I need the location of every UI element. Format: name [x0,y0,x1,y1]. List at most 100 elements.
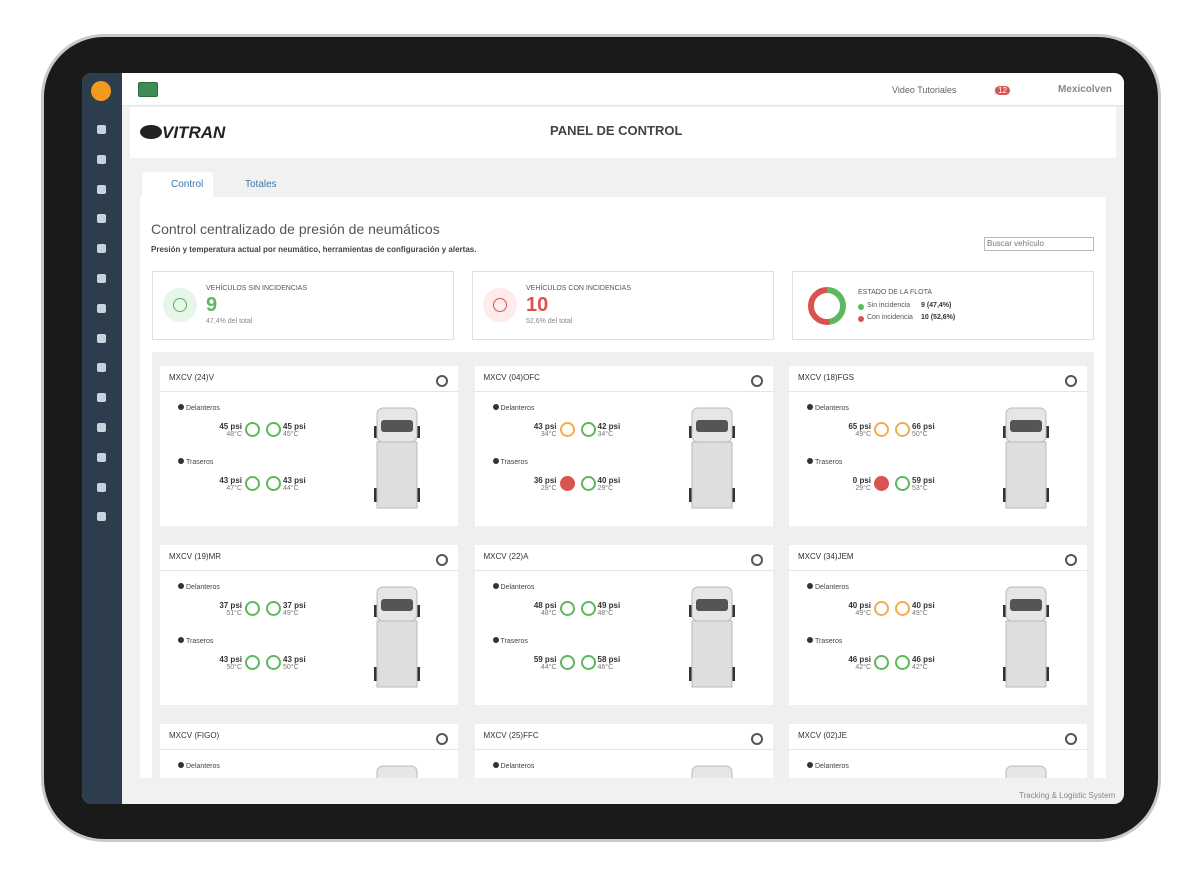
sidebar-icon[interactable] [97,512,106,522]
settings-icon[interactable] [750,733,763,745]
page-title: PANEL DE CONTROL [550,123,683,138]
bullet [492,762,499,768]
menu-button[interactable] [138,82,158,97]
tire-status-icon[interactable] [245,476,260,491]
sidebar-icon[interactable] [97,303,106,313]
vehicle-card: MXCV (19)MR Delanteros 37 psi 51°C 37 psi 49°… [160,545,458,705]
user-name[interactable]: Mexicolven [1058,84,1112,95]
app-logo[interactable] [91,81,111,101]
tire-status-icon[interactable] [874,601,889,616]
bullet [178,762,184,768]
truck-cab [691,765,732,778]
settings-icon[interactable] [750,375,763,387]
tire-pressure: 45 psi [283,422,306,431]
logo: VITRAN [162,123,226,142]
truck-image [691,765,732,778]
tire-status-icon[interactable] [266,476,281,491]
tab-label[interactable]: Totales [245,179,277,190]
tire-status-icon[interactable] [580,601,596,616]
sidebar-icon[interactable] [97,423,106,432]
tire-pressure: 37 psi [219,601,242,610]
settings-icon[interactable] [436,375,448,387]
search-box[interactable]: Buscar vehículo [984,237,1094,251]
tire-status-icon[interactable] [559,655,575,670]
bullet [807,458,813,464]
sidebar-icon[interactable] [97,452,106,462]
tire-status-icon[interactable] [580,422,596,437]
tire-temp: 48°C [540,610,557,617]
sidebar-icon[interactable] [97,214,106,224]
status-ring [493,298,507,312]
truck-windshield [1010,420,1042,432]
truck-image [374,407,420,509]
card-header [474,545,773,571]
settings-icon[interactable] [1065,733,1077,745]
tire-status-icon[interactable] [895,601,910,616]
tire-group-label: Delanteros [178,762,220,770]
vehicle-card: MXCV (FIGO) Delanteros [160,724,458,778]
summary-note: 52,6% del total [526,318,573,325]
summary-value: 9 [206,294,218,316]
truck-image [1003,407,1049,509]
tire-status-icon[interactable] [559,601,575,616]
bullet [492,458,499,464]
tab-label[interactable]: Control [171,179,204,190]
settings-icon[interactable] [436,733,448,745]
tire-status-icon[interactable] [874,476,889,491]
sidebar-icon[interactable] [97,333,106,343]
settings-icon[interactable] [1065,375,1077,387]
sidebar-icon[interactable] [97,244,106,254]
bullet [807,404,813,410]
vehicle-name: MXCV (FIGO) [169,731,220,740]
tire-status-icon[interactable] [559,422,575,437]
tire-status-icon[interactable] [245,655,260,670]
tire-status-icon[interactable] [895,422,910,437]
tire-status-icon[interactable] [245,601,260,616]
bullet [807,637,813,643]
settings-icon[interactable] [436,554,448,566]
search-placeholder[interactable]: Buscar vehículo [987,239,1044,248]
tire-status-icon[interactable] [895,655,910,670]
tire-group-label: Traseros [807,637,842,645]
legend-name: Con incidencia [867,314,913,321]
tire-status-icon[interactable] [580,655,596,670]
legend-value: 10 (52,6%) [921,314,956,321]
tire-status-icon[interactable] [874,422,889,437]
tire-status-icon[interactable] [874,655,889,670]
sidebar-icon[interactable] [97,154,106,164]
truck-windshield [381,599,413,611]
tire-status-icon[interactable] [266,655,281,670]
tire-status-icon[interactable] [245,422,260,437]
tire-status-icon[interactable] [266,422,281,437]
video-tutorials[interactable]: Video Tutoriales [892,85,957,95]
summary-label: VEHÍCULOS CON INCIDENCIAS [526,285,632,292]
vehicle-name: MXCV (25)FFC [483,731,539,740]
sidebar-icon[interactable] [97,125,106,134]
sidebar-icon[interactable] [97,393,106,403]
vehicle-name: MXCV (02)JE [798,731,847,740]
tire-temp: 49°C [283,610,299,617]
tire-group-label: Traseros [807,458,842,466]
sidebar-icon[interactable] [97,184,106,194]
tab-active[interactable]: Control [142,172,213,197]
settings-icon[interactable] [750,554,763,566]
tire-temp: 46°C [597,664,614,671]
tire-status-icon[interactable] [580,476,596,491]
tire-status-icon[interactable] [559,476,575,491]
tire-temp: 48°C [226,431,242,438]
settings-icon[interactable] [1065,554,1077,566]
tire-status-icon[interactable] [895,476,910,491]
vehicle-name: MXCV (34)JEM [798,552,854,561]
tire-status-icon[interactable] [266,601,281,616]
truck-image [376,765,418,778]
card-header [789,366,1087,392]
tire-group-label: Traseros [178,458,213,466]
tire-temp: 42°C [855,664,871,671]
card-header [474,724,773,750]
sidebar-icon[interactable] [97,274,106,283]
sidebar-icon[interactable] [97,482,106,492]
vehicle-grid: MXCV (24)V Delanteros 45 psi 48°C 45 psi 45°C… [152,352,1094,778]
sidebar-icon[interactable] [97,363,106,373]
notification-badge[interactable]: 12 [995,86,1010,95]
tire-pressure: 46 psi [912,655,935,664]
